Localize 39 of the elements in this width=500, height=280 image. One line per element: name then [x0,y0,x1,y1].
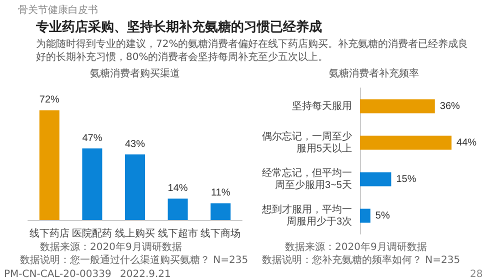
source-note: 数据来源：2020年9月调研数据 [285,241,427,254]
x-tick-label: 线上购买 [115,228,155,240]
text: 2022.9.21 [120,268,171,280]
text: 为能随时得到专业的建议，72%的氨糖消费者偏好在线下药店购买。补充氨糖的消费者已经养成良好的长期补充习惯，80%的消费者会坚持每周补充至少五次以上。 [36,38,470,64]
text: PM-CN-CAL-20-00339 [4,268,112,280]
bar [168,198,188,220]
data-label: 14% [168,183,188,194]
source-note: 数据来源：2020年9月调研数据 [40,241,182,254]
y-tick-label: 想到才服用，平均一周服用少于3次 [261,203,352,228]
bar [360,172,392,186]
data-label: 44% [456,137,477,148]
x-tick-label: 线下超市 [158,228,198,240]
data-label: 15% [396,174,416,185]
x-tick-label: 医院配药 [72,228,112,240]
x-tick-label: 线下药店 [29,228,70,240]
text: 专业药店采购、坚持长期补充氨糖的习惯已经养成 [36,20,322,36]
data-label: 5% [375,210,390,222]
data-label: 11% [210,188,230,199]
y-tick-label: 经常忘记，但平均一周至少服用3~5天 [262,166,352,191]
x-tick-label: 线下商场 [200,228,241,240]
bar [39,110,60,220]
bar [360,136,452,150]
data-label: 72% [39,94,60,106]
data-label: 47% [82,132,102,144]
bar [360,99,435,114]
data-label: 43% [124,138,146,150]
bar [360,208,370,223]
text: 数据说明：您一般通过什么渠道购买氨糖？ N=235 [20,254,248,267]
bar [82,148,102,220]
y-tick-label: 坚持每天服用 [292,100,352,112]
bar [125,154,145,220]
chart-title: 氨糖消费者补充频率 [329,68,419,80]
y-tick-label: 偶尔忘记，一周至少服用5天以上 [262,130,352,154]
chart-title: 氨糖消费者购买渠道 [90,68,180,80]
text: 28 [470,268,483,280]
data-label: 36% [440,100,460,112]
text: 数据说明：您补充氨糖的频率如何？ N=235 [262,254,460,267]
text: 骨关节健康白皮书 [18,4,98,17]
bar [210,203,231,220]
